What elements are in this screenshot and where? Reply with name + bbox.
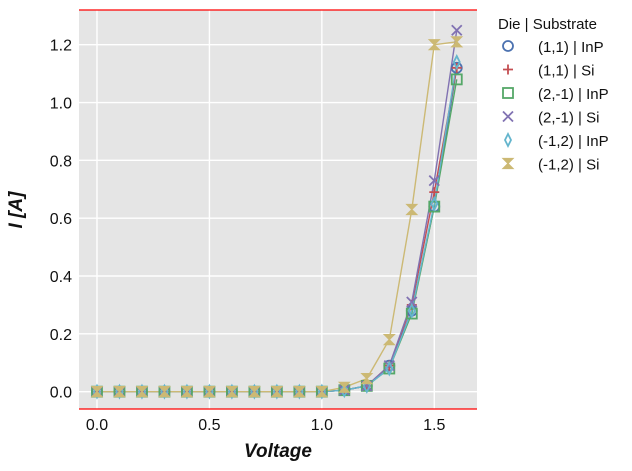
data-point bbox=[406, 296, 418, 308]
legend-marker bbox=[502, 40, 514, 52]
data-point bbox=[157, 386, 171, 398]
legend-label: (-1,2) | InP bbox=[538, 133, 609, 150]
data-point bbox=[430, 195, 439, 212]
y-axis-title: I [A] bbox=[6, 191, 27, 229]
legend-marker bbox=[501, 157, 515, 170]
data-point bbox=[427, 39, 441, 51]
x-axis-title: Voltage bbox=[244, 441, 312, 462]
y-tick-label: 1.2 bbox=[50, 38, 72, 55]
legend-title: Die | Substrate bbox=[498, 16, 597, 33]
data-point bbox=[225, 386, 239, 398]
legend-marker bbox=[502, 110, 514, 123]
legend-marker bbox=[503, 131, 513, 149]
legend: Die | Substrate (1,1) | InP (1,1) | Si (2,… bbox=[498, 16, 609, 174]
data-point bbox=[90, 386, 104, 398]
y-tick-label: 0.2 bbox=[50, 327, 72, 344]
data-point bbox=[405, 203, 419, 216]
data-point bbox=[407, 302, 416, 319]
legend-label: (2,-1) | Si bbox=[538, 110, 599, 127]
data-point bbox=[450, 36, 464, 48]
legend-label: (1,1) | InP bbox=[538, 39, 604, 56]
y-tick-label: 1.0 bbox=[50, 96, 72, 113]
legend-marker bbox=[503, 64, 513, 75]
data-point bbox=[428, 174, 440, 187]
legend-marker bbox=[502, 87, 514, 99]
y-tick-label: 0.8 bbox=[50, 153, 72, 170]
x-tick-label: 0.5 bbox=[198, 417, 220, 434]
data-point bbox=[292, 386, 306, 398]
x-tick-label: 1.5 bbox=[423, 417, 445, 434]
plot-background bbox=[79, 10, 477, 409]
data-point bbox=[247, 386, 261, 398]
data-point bbox=[270, 386, 284, 398]
legend-label: (2,-1) | InP bbox=[538, 86, 609, 103]
data-point bbox=[360, 373, 374, 385]
data-point bbox=[451, 24, 463, 36]
legend-label: (1,1) | Si bbox=[538, 63, 594, 80]
x-tick-label: 0.0 bbox=[86, 417, 108, 434]
y-tick-label: 0.6 bbox=[50, 211, 72, 228]
data-point bbox=[429, 187, 440, 198]
data-point bbox=[135, 386, 149, 398]
x-tick-label: 1.0 bbox=[311, 417, 333, 434]
data-point bbox=[337, 381, 351, 393]
data-point bbox=[113, 386, 126, 398]
data-point bbox=[452, 54, 461, 71]
y-tick-label: 0.0 bbox=[50, 385, 72, 402]
data-point bbox=[450, 73, 463, 86]
data-point bbox=[382, 334, 396, 346]
y-tick-label: 0.4 bbox=[50, 269, 72, 286]
data-point bbox=[315, 386, 329, 398]
data-point bbox=[385, 360, 394, 377]
legend-label: (-1,2) | Si bbox=[538, 157, 599, 174]
data-point bbox=[202, 386, 216, 398]
data-point bbox=[340, 382, 349, 399]
data-point bbox=[180, 386, 194, 398]
